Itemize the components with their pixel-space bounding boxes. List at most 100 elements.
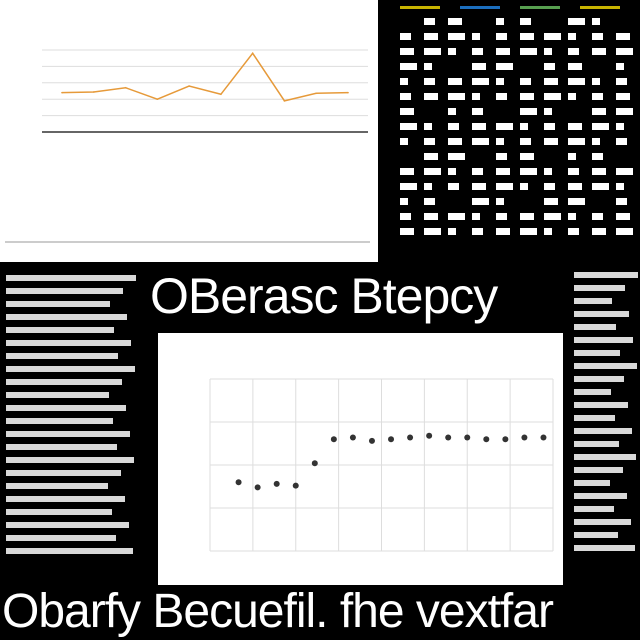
scatter-chart-panel <box>158 333 563 585</box>
glyph-block <box>424 153 438 160</box>
glyph-block <box>424 123 432 130</box>
glyph-block <box>496 63 513 70</box>
glyph-block <box>400 108 414 115</box>
glyph-block <box>448 33 465 40</box>
text-line <box>6 301 110 307</box>
glyph-block <box>472 138 489 145</box>
glyph-block <box>544 63 555 70</box>
glyph-block <box>472 183 486 190</box>
glyph-block <box>448 213 465 220</box>
text-line <box>6 353 118 359</box>
glyph-block <box>472 198 489 205</box>
color-stripe <box>460 6 500 9</box>
glyph-block <box>496 78 504 85</box>
text-line <box>6 327 114 333</box>
data-point <box>347 91 349 94</box>
data-point <box>311 460 318 467</box>
glyph-block <box>448 153 465 160</box>
glyph-block <box>592 93 603 100</box>
text-line <box>6 275 136 281</box>
glyph-block <box>496 48 510 55</box>
glyph-block <box>496 123 513 130</box>
data-point <box>273 480 280 487</box>
glyph-block <box>592 153 603 160</box>
line-chart <box>5 49 370 243</box>
glyph-block <box>448 93 465 100</box>
glyph-block <box>544 48 552 55</box>
glyph-block <box>472 48 483 55</box>
glyph-block <box>448 18 462 25</box>
glyph-block <box>448 168 456 175</box>
glyph-block <box>520 153 534 160</box>
data-point <box>521 434 528 441</box>
color-stripe <box>520 6 560 9</box>
glyph-block <box>472 78 489 85</box>
glyph-block <box>424 18 435 25</box>
glyph-block <box>424 168 441 175</box>
glyph-block <box>424 213 438 220</box>
data-point <box>292 482 299 489</box>
glyph-block <box>448 228 456 235</box>
text-line <box>6 431 130 437</box>
data-point <box>283 100 286 102</box>
glyph-block <box>400 48 414 55</box>
glyph-block <box>400 183 417 190</box>
text-line <box>574 376 624 382</box>
text-line <box>574 298 612 304</box>
data-point <box>368 437 375 444</box>
text-line <box>574 441 619 447</box>
glyph-block <box>448 48 456 55</box>
glyph-block <box>424 138 435 145</box>
text-line <box>574 272 638 278</box>
glyph-block <box>496 33 507 40</box>
glyph-block <box>568 138 585 145</box>
glyph-block <box>424 228 441 235</box>
glyph-block <box>448 123 459 130</box>
glyph-block <box>592 228 606 235</box>
text-line <box>574 324 616 330</box>
data-point <box>426 432 433 439</box>
glyph-block <box>496 183 513 190</box>
text-line <box>574 493 627 499</box>
glyph-block <box>592 108 606 115</box>
glyph-block <box>568 33 576 40</box>
text-line <box>574 480 610 486</box>
glyph-block <box>496 198 504 205</box>
glyph-block <box>568 63 582 70</box>
glyph-block <box>616 93 630 100</box>
glyph-block <box>616 198 627 205</box>
glyph-block <box>544 213 561 220</box>
text-line <box>6 392 109 398</box>
glyph-block <box>472 123 486 130</box>
glyph-block <box>544 93 561 100</box>
glyph-block <box>496 168 510 175</box>
glyph-block <box>472 108 483 115</box>
glyph-block <box>592 183 609 190</box>
data-point <box>220 93 222 96</box>
left-text-block <box>6 275 136 561</box>
glyph-block <box>616 138 627 145</box>
glyph-block <box>400 93 411 100</box>
data-point <box>483 436 490 443</box>
text-line <box>574 506 614 512</box>
glyph-block <box>568 228 579 235</box>
data-point <box>407 434 414 441</box>
glyph-block <box>568 48 579 55</box>
glyph-block <box>592 138 600 145</box>
glyph-block <box>616 108 633 115</box>
glyph-block <box>400 123 417 130</box>
glyph-block <box>592 48 606 55</box>
glyph-block <box>544 168 552 175</box>
headline-text: OBerasc Btepcy <box>150 268 498 324</box>
text-line <box>6 340 131 346</box>
glyph-block <box>616 33 630 40</box>
glyph-block <box>616 183 624 190</box>
glyph-block <box>472 63 486 70</box>
scatter-chart <box>209 378 554 552</box>
text-line <box>6 535 116 541</box>
text-line <box>574 311 629 317</box>
glyph-block <box>544 78 558 85</box>
glyph-block <box>544 228 552 235</box>
glyph-block <box>424 48 441 55</box>
text-line <box>6 379 122 385</box>
